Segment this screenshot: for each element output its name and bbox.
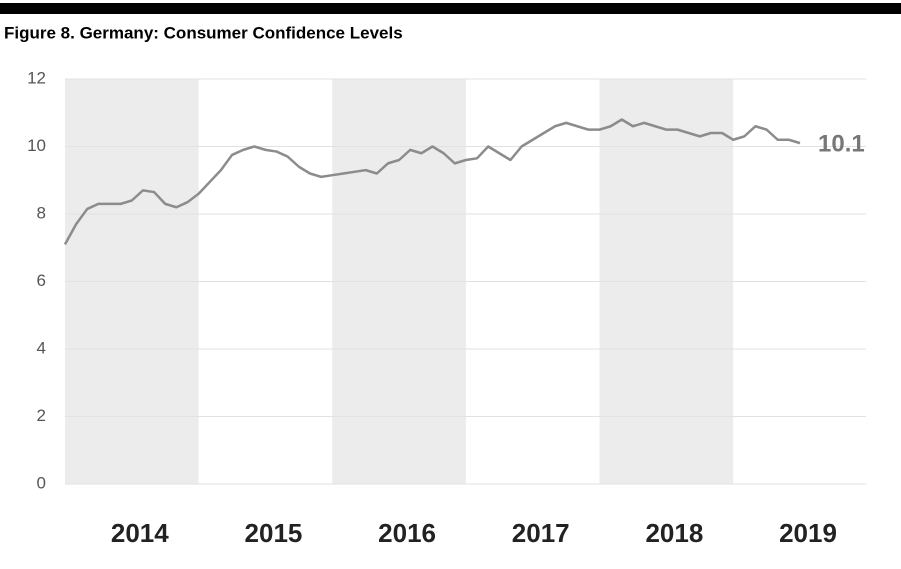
header-bar xyxy=(0,3,901,14)
x-tick-label: 2014 xyxy=(111,518,169,548)
x-tick-label: 2018 xyxy=(645,518,703,548)
x-tick-label: 2015 xyxy=(245,518,303,548)
y-tick-label: 0 xyxy=(37,473,46,492)
y-tick-label: 12 xyxy=(27,68,46,87)
x-tick-label: 2016 xyxy=(378,518,436,548)
y-tick-label: 8 xyxy=(37,203,46,222)
y-tick-label: 6 xyxy=(37,271,46,290)
x-tick-label: 2019 xyxy=(779,518,837,548)
x-tick-label: 2017 xyxy=(512,518,570,548)
y-tick-label: 2 xyxy=(37,406,46,425)
chart-title: Figure 8. Germany: Consumer Confidence L… xyxy=(4,23,403,42)
data-line xyxy=(63,118,801,245)
y-tick-label: 4 xyxy=(37,338,46,357)
y-tick-label: 10 xyxy=(27,136,46,155)
end-value-label: 10.1 xyxy=(818,130,865,157)
